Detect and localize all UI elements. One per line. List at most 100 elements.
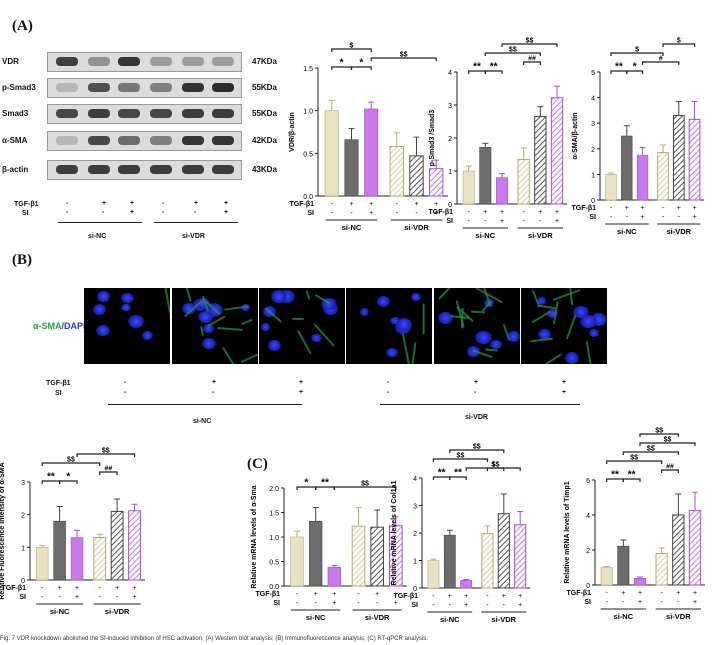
blot-band (118, 57, 140, 66)
significance-bracket (662, 43, 696, 47)
significance-mark: * (359, 58, 363, 69)
treatment-label: SI (584, 599, 591, 606)
si-sign: + (562, 389, 567, 396)
tgf-sign: + (562, 379, 567, 386)
significance-bracket (626, 70, 644, 74)
significance-mark: * (304, 478, 308, 489)
blot-band (118, 136, 140, 145)
si-sign: - (58, 594, 61, 601)
si-sign: - (296, 600, 299, 607)
si-sign: - (432, 602, 435, 609)
group-label: si-VDR (105, 607, 130, 616)
group-label: si-NC (50, 607, 70, 616)
si-sign: - (331, 210, 334, 217)
si-sign: + (75, 594, 79, 601)
if-image (84, 288, 170, 364)
y-tick-label: 0 (21, 578, 25, 585)
y-tick-label: 0 (413, 586, 417, 593)
blot-band (182, 136, 204, 145)
group-line (380, 404, 580, 405)
si-sign: - (522, 218, 525, 225)
tgf-sign: + (677, 205, 681, 212)
tgf-sign: - (99, 585, 102, 592)
y-axis-label: Relative mRNA levels of α-Sma (251, 485, 258, 588)
tgf-sign: + (369, 201, 373, 208)
tgf-sign: + (434, 201, 438, 208)
panel-label-c: (C) (247, 456, 268, 472)
nucleus (547, 309, 559, 319)
blot-band (182, 57, 204, 66)
tgf-sign: + (102, 200, 107, 207)
tgf-sign: + (640, 205, 644, 212)
group-label: si-VDR (492, 615, 517, 624)
significance-bracket (99, 471, 118, 475)
blot-band (150, 109, 172, 118)
si-sign: + (224, 209, 229, 216)
si-sign: - (357, 600, 360, 607)
tgf-sign: + (676, 590, 680, 597)
bar (409, 155, 424, 197)
si-sign: + (132, 594, 136, 601)
si-sign: - (194, 209, 197, 216)
y-tick-label: 1.5 (303, 66, 313, 73)
significance-mark: $$ (509, 47, 517, 54)
significance-bracket (622, 451, 679, 455)
bar (35, 547, 49, 581)
y-axis-label: Relative mRNA levels of Col1a1 (391, 481, 398, 586)
significance-mark: $$ (400, 52, 408, 59)
si-sign: + (394, 600, 398, 607)
y-tick-label: 1.0 (269, 535, 279, 542)
blot-band (212, 136, 234, 145)
nucleus (97, 291, 110, 302)
y-tick-label: 3 (413, 504, 417, 511)
significance-mark: ** (490, 62, 498, 73)
tgf-sign: - (660, 590, 663, 597)
blot-row (47, 104, 242, 124)
tgf-sign: + (314, 591, 318, 598)
blot-protein-label: p-Smad3 (2, 83, 36, 92)
y-tick-label: 2.0 (269, 486, 279, 493)
si-sign: - (66, 209, 69, 216)
tgf-sign: + (299, 379, 304, 386)
nucleus (121, 293, 134, 304)
si-sign: - (315, 600, 318, 607)
if-image (172, 288, 258, 364)
nucleus (573, 306, 589, 319)
significance-bracket (639, 442, 696, 446)
tgf-sign: - (41, 585, 44, 592)
nucleus (127, 315, 144, 328)
blot-band (88, 83, 110, 92)
if-image (259, 288, 345, 364)
nucleus (359, 308, 370, 316)
blot-band (150, 83, 172, 92)
nucleus (489, 339, 502, 350)
tgf-sign: + (502, 593, 506, 600)
bar (496, 177, 508, 205)
significance-bracket (639, 433, 679, 437)
treatment-label: TGF-β1 (46, 380, 71, 387)
nucleus (385, 347, 398, 358)
significance-bracket (41, 462, 101, 466)
tgf-sign: - (357, 591, 360, 598)
si-sign: + (332, 600, 336, 607)
bar (53, 520, 66, 581)
blot-row (47, 78, 242, 98)
tgf-sign: - (296, 591, 299, 598)
y-tick-label: 1.0 (303, 109, 313, 116)
blot-band (56, 57, 78, 66)
significance-bracket (641, 61, 680, 65)
panel-label-b: (B) (12, 252, 32, 268)
bar (290, 536, 304, 587)
bar (110, 510, 124, 581)
significance-mark: # (659, 56, 663, 63)
significance-bracket (661, 469, 679, 473)
si-sign: - (41, 594, 44, 601)
tgf-sign: - (387, 379, 390, 386)
bar (443, 534, 456, 589)
tgf-sign: - (331, 201, 334, 208)
significance-mark: ** (438, 468, 446, 479)
tgf-sign: + (625, 205, 629, 212)
blot-kda-label: 55KDa (252, 109, 277, 118)
